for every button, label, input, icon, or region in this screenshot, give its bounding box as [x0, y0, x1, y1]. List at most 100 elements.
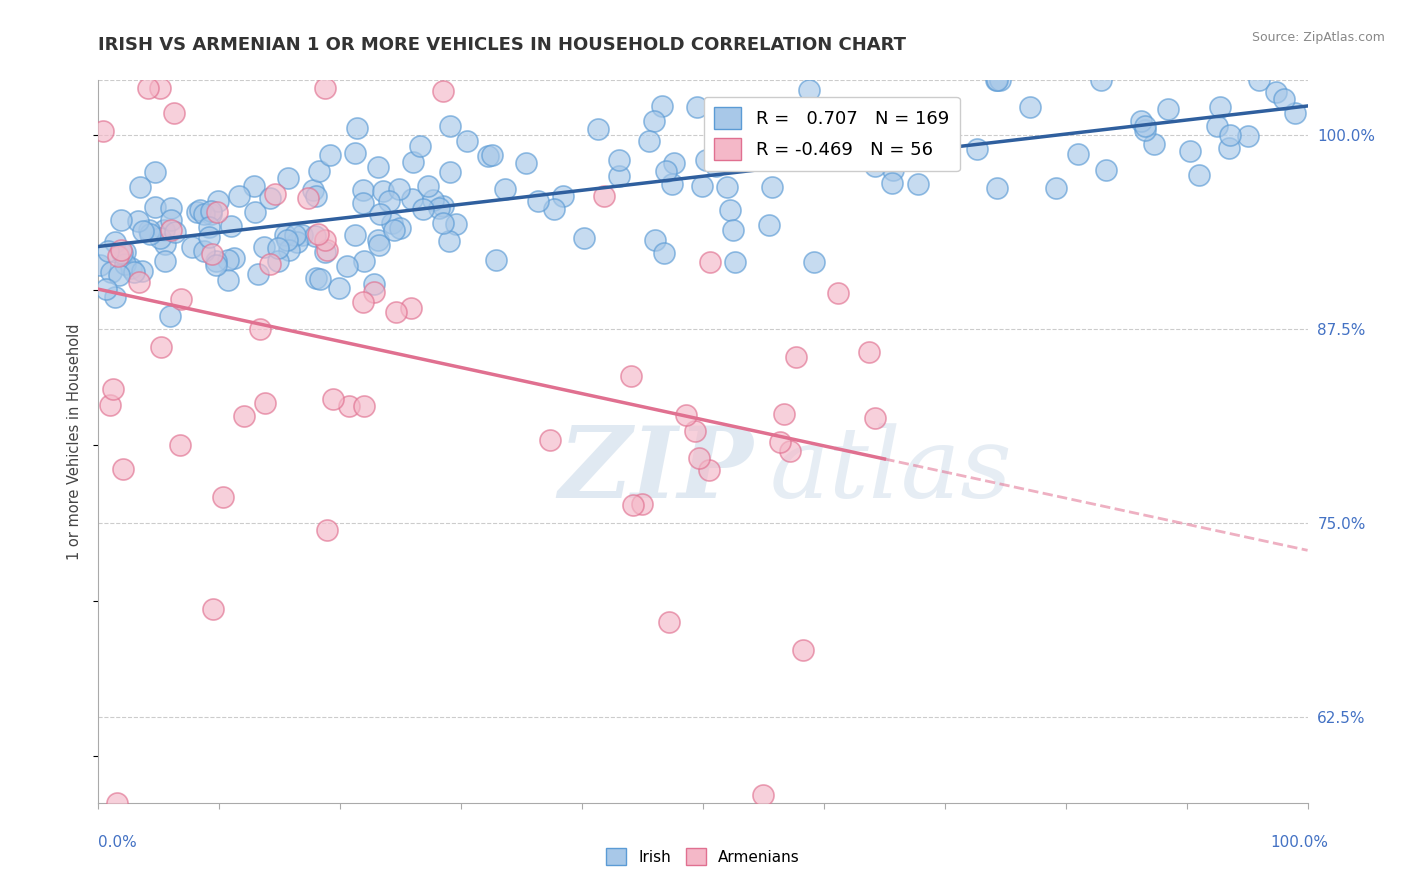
Text: Source: ZipAtlas.com: Source: ZipAtlas.com: [1251, 31, 1385, 45]
Point: [718, 203, 741, 218]
Point: [277, 243, 299, 257]
Point: [169, 438, 191, 452]
Point: [769, 435, 792, 450]
Point: [621, 499, 644, 513]
Point: [193, 244, 215, 258]
Point: [652, 245, 675, 260]
Point: [197, 220, 219, 235]
Point: [297, 191, 319, 205]
Point: [316, 523, 339, 537]
Point: [188, 202, 211, 217]
Point: [221, 219, 243, 234]
Point: [772, 407, 794, 421]
Point: [346, 120, 368, 135]
Point: [131, 224, 153, 238]
Legend: R =   0.707   N = 169, R = -0.469   N = 56: R = 0.707 N = 169, R = -0.469 N = 56: [703, 96, 960, 171]
Point: [352, 184, 374, 198]
Point: [664, 155, 686, 169]
Point: [779, 444, 801, 458]
Point: [314, 244, 336, 259]
Point: [1237, 128, 1260, 143]
Point: [143, 165, 166, 179]
Point: [363, 285, 385, 299]
Point: [304, 271, 326, 285]
Point: [249, 321, 271, 335]
Point: [94, 282, 117, 296]
Point: [721, 223, 744, 237]
Point: [314, 233, 336, 247]
Point: [308, 164, 330, 178]
Point: [724, 255, 747, 269]
Point: [494, 182, 516, 196]
Point: [205, 258, 228, 272]
Point: [811, 136, 834, 151]
Point: [572, 231, 595, 245]
Point: [643, 114, 665, 128]
Point: [205, 254, 228, 268]
Y-axis label: 1 or more Vehicles in Household: 1 or more Vehicles in Household: [67, 323, 83, 560]
Point: [337, 399, 360, 413]
Point: [316, 243, 339, 257]
Point: [661, 177, 683, 191]
Point: [112, 461, 135, 475]
Point: [259, 191, 281, 205]
Text: atlas: atlas: [769, 423, 1012, 518]
Point: [201, 601, 224, 615]
Text: ZIP: ZIP: [558, 422, 752, 518]
Point: [98, 398, 121, 412]
Point: [205, 205, 228, 219]
Point: [858, 345, 880, 359]
Point: [607, 153, 630, 167]
Point: [889, 142, 911, 156]
Point: [1219, 128, 1241, 143]
Point: [697, 462, 720, 476]
Point: [1090, 73, 1112, 87]
Point: [201, 247, 224, 261]
Point: [302, 183, 325, 197]
Point: [675, 408, 697, 422]
Point: [1130, 114, 1153, 128]
Point: [378, 194, 401, 209]
Point: [551, 189, 574, 203]
Point: [247, 267, 270, 281]
Point: [690, 178, 713, 193]
Legend: Irish, Armenians: Irish, Armenians: [600, 842, 806, 871]
Point: [401, 192, 423, 206]
Point: [409, 139, 432, 153]
Point: [827, 285, 849, 300]
Point: [253, 240, 276, 254]
Point: [1284, 106, 1306, 120]
Point: [644, 233, 666, 247]
Point: [159, 309, 181, 323]
Point: [1178, 144, 1201, 158]
Point: [1142, 136, 1164, 151]
Point: [418, 178, 440, 193]
Point: [401, 301, 423, 316]
Point: [101, 382, 124, 396]
Point: [388, 182, 411, 196]
Point: [477, 148, 499, 162]
Point: [1094, 162, 1116, 177]
Point: [274, 227, 297, 242]
Point: [160, 213, 183, 227]
Point: [127, 214, 149, 228]
Point: [217, 273, 239, 287]
Point: [352, 295, 374, 310]
Point: [242, 178, 264, 193]
Point: [207, 194, 229, 208]
Point: [277, 171, 299, 186]
Point: [876, 118, 898, 132]
Point: [367, 160, 389, 174]
Point: [259, 257, 281, 271]
Point: [153, 236, 176, 251]
Point: [336, 260, 359, 274]
Point: [368, 206, 391, 220]
Point: [193, 207, 215, 221]
Point: [412, 202, 434, 216]
Point: [122, 265, 145, 279]
Point: [1218, 141, 1240, 155]
Point: [186, 205, 208, 219]
Point: [254, 396, 277, 410]
Point: [104, 235, 127, 249]
Point: [181, 240, 204, 254]
